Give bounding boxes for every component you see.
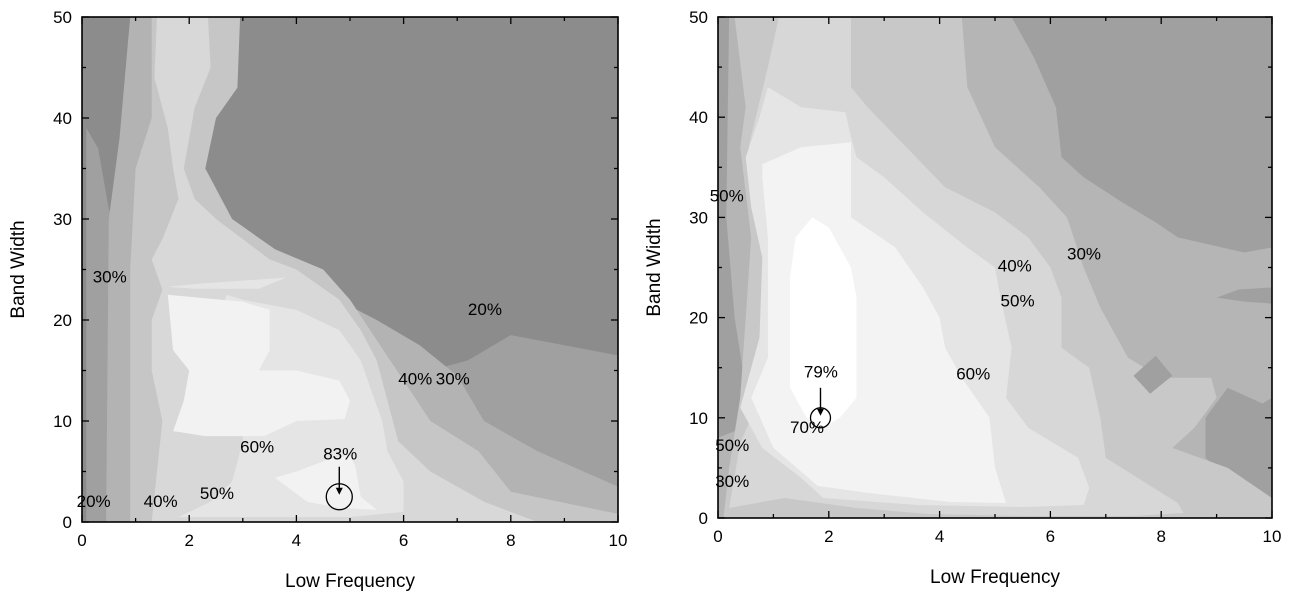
right-contour-region-80-5 (790, 217, 857, 428)
left-contour-label-0: 30% (93, 268, 127, 287)
right-contour-regions (718, 17, 1272, 518)
right-contour-label-5: 79% (804, 363, 838, 382)
right-y-tick-label: 30 (689, 208, 708, 227)
left-contour-label-6: 20% (77, 492, 111, 511)
left-contour-label-3: 30% (436, 370, 470, 389)
left-y-tick-label: 20 (53, 311, 72, 330)
left-contour-region-70-5 (167, 277, 286, 289)
right-y-tick-label: 20 (689, 309, 708, 328)
right-y-tick-label: 50 (689, 8, 708, 27)
left-x-tick-label: 10 (609, 531, 628, 550)
right-contour-label-1: 40% (998, 257, 1032, 276)
right-y-axis-title: Band Width (644, 218, 665, 316)
right-x-tick-label: 10 (1263, 527, 1282, 546)
left-y-axis-title: Band Width (8, 220, 29, 318)
left-contour-label-2: 40% (398, 370, 432, 389)
right-x-axis-title: Low Frequency (930, 567, 1060, 588)
left-x-tick-label: 2 (184, 531, 193, 550)
left-x-tick-label: 0 (77, 531, 86, 550)
left-y-tick-label: 50 (53, 8, 72, 27)
right-contour-label-7: 50% (715, 436, 749, 455)
right-y-tick-label: 0 (699, 509, 708, 528)
right-contour-region-20-7 (1233, 397, 1272, 458)
right-contour-region-20-8 (1216, 287, 1272, 304)
left-x-tick-label: 4 (292, 531, 301, 550)
right-y-tick-label: 40 (689, 108, 708, 127)
right-contour-label-4: 60% (956, 365, 990, 384)
right-x-tick-label: 8 (1156, 527, 1165, 546)
left-y-tick-label: 10 (53, 412, 72, 431)
right-y-tick-label: 10 (689, 409, 708, 428)
left-panel: 0 2 4 6 8 10 0 10 20 30 40 50 Low Frequency Band Widt… (8, 8, 627, 592)
left-contour-label-7: 40% (144, 492, 178, 511)
right-contour-region-20-6 (1133, 355, 1173, 394)
left-marker-arrow-head (335, 487, 343, 495)
left-x-axis-title: Low Frequency (285, 571, 415, 592)
right-x-tick-label: 0 (713, 527, 722, 546)
left-x-tick-label: 6 (399, 531, 408, 550)
right-x-tick-label: 4 (935, 527, 944, 546)
right-panel: 0 2 4 6 8 10 0 10 20 30 40 50 Low Frequency Band Widt… (644, 8, 1281, 588)
left-contour-label-4: 60% (240, 437, 274, 456)
left-contour-label-1: 20% (468, 300, 502, 319)
left-y-tick-label: 40 (53, 109, 72, 128)
left-contour-region-80-7 (275, 455, 377, 510)
left-contour-region-80-6 (167, 294, 350, 437)
left-y-tick-label: 0 (63, 513, 72, 532)
left-contour-regions (86, 17, 618, 522)
left-contour-label-8: 50% (200, 484, 234, 503)
right-x-tick-label: 2 (824, 527, 833, 546)
right-contour-label-8: 30% (715, 472, 749, 491)
right-marker-arrow-head (816, 408, 824, 416)
left-y-tick-label: 30 (53, 210, 72, 229)
right-contour-label-3: 50% (1001, 292, 1035, 311)
right-contour-label-6: 70% (790, 418, 824, 437)
right-contour-label-0: 50% (710, 186, 744, 205)
right-x-tick-label: 6 (1046, 527, 1055, 546)
right-contour-label-2: 30% (1067, 244, 1101, 263)
left-x-tick-label: 8 (506, 531, 515, 550)
left-contour-label-5: 83% (323, 444, 357, 463)
